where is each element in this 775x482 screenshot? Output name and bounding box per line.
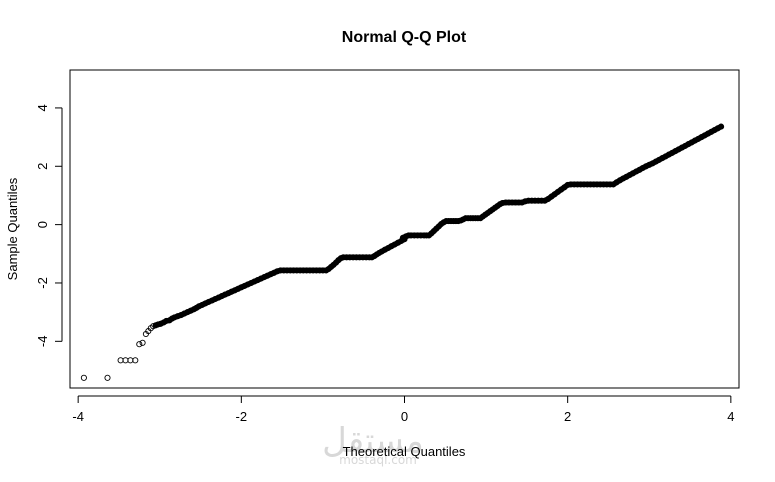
- qq-point: [136, 341, 143, 348]
- x-tick-label: -4: [72, 409, 84, 424]
- qq-point: [104, 374, 111, 381]
- qq-point: [139, 339, 146, 346]
- watermark-logo: مستقل: [322, 421, 424, 461]
- x-tick-label: 0: [401, 409, 408, 424]
- chart-title: Normal Q-Q Plot: [342, 29, 467, 46]
- y-axis: -4 -2 0 2 4: [35, 104, 63, 348]
- qq-point: [122, 357, 129, 364]
- y-tick-label: -2: [35, 277, 50, 289]
- qq-point: [132, 357, 139, 364]
- x-axis: -4 -2 0 2 4: [72, 395, 734, 424]
- data-points: [80, 123, 725, 381]
- y-tick-label: -4: [35, 336, 50, 348]
- x-tick-label: 4: [727, 409, 734, 424]
- qq-point: [117, 357, 124, 364]
- x-axis-label: Theoretical Quantiles: [343, 444, 466, 459]
- x-tick-label: -2: [236, 409, 248, 424]
- y-tick-label: 4: [35, 104, 50, 111]
- qq-point: [127, 357, 134, 364]
- qq-point: [80, 374, 87, 381]
- y-axis-label: Sample Quantiles: [5, 177, 20, 280]
- watermark: مستقل mostaql.com: [322, 421, 424, 467]
- plot-frame: [69, 69, 740, 389]
- qq-dense-band: [152, 123, 724, 329]
- y-tick-label: 0: [35, 221, 50, 228]
- y-tick-label: 2: [35, 163, 50, 170]
- x-tick-label: 2: [564, 409, 571, 424]
- watermark-url: mostaql.com: [339, 453, 417, 467]
